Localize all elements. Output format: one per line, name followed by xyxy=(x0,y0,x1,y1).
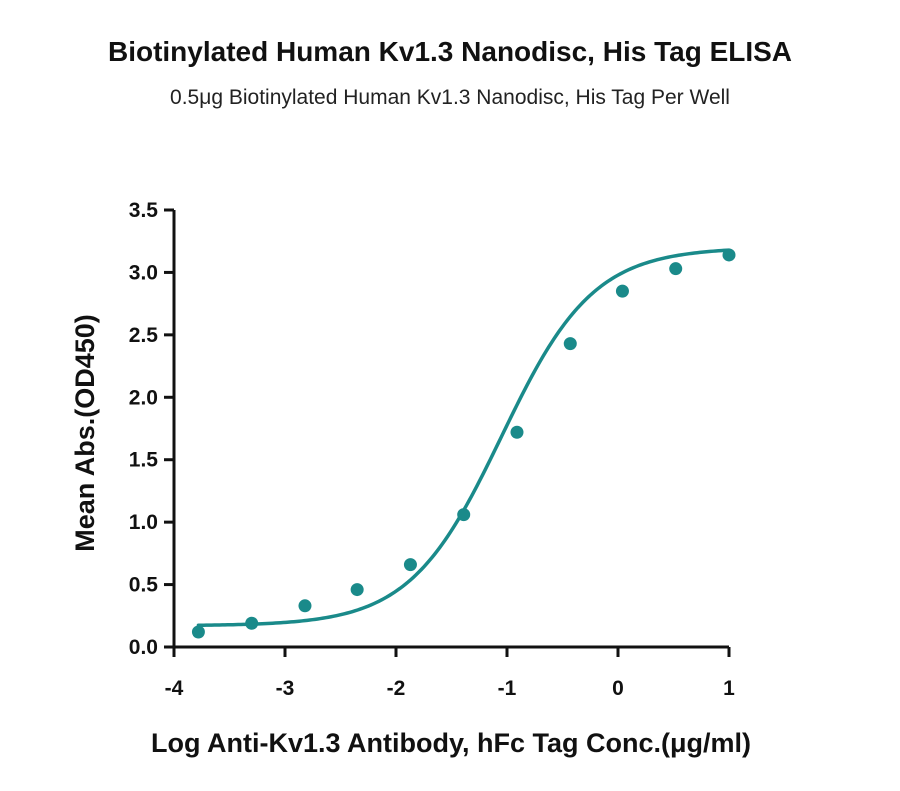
data-point xyxy=(191,625,205,639)
chart-subtitle: 0.5μg Biotinylated Human Kv1.3 Nanodisc,… xyxy=(170,86,730,109)
x-tick-label: 1 xyxy=(723,677,735,700)
axes xyxy=(172,210,729,649)
fit-curve-layer xyxy=(196,248,731,628)
data-point xyxy=(722,248,736,262)
data-point xyxy=(669,262,683,276)
y-tick-label: 2.5 xyxy=(129,324,159,347)
x-tick-label: -3 xyxy=(276,677,295,700)
data-point xyxy=(457,508,471,522)
data-point xyxy=(615,284,629,298)
y-tick-label: 0.5 xyxy=(129,574,159,597)
data-point xyxy=(245,616,259,630)
chart-title: Biotinylated Human Kv1.3 Nanodisc, His T… xyxy=(107,36,793,67)
y-tick-label: 3.0 xyxy=(129,261,158,284)
data-point xyxy=(510,425,524,439)
x-axis-label: Log Anti-Kv1.3 Antibody, hFc Tag Conc.(μ… xyxy=(151,728,751,758)
y-tick-label: 2.0 xyxy=(129,386,158,409)
x-tick-label: -4 xyxy=(165,677,184,700)
y-tick-label: 1.5 xyxy=(129,449,159,472)
y-tick-label: 1.0 xyxy=(129,511,158,534)
x-tick-label: -2 xyxy=(387,677,406,700)
y-axis-label: Mean Abs.(OD450) xyxy=(70,314,100,552)
y-axis-ticks: 0.0 0.5 1.0 1.5 2.0 2.5 3.0 3.5 xyxy=(129,199,174,659)
x-tick-label: -1 xyxy=(498,677,517,700)
data-point xyxy=(298,599,312,613)
data-point xyxy=(350,583,364,597)
data-points xyxy=(191,248,736,639)
x-tick-label: 0 xyxy=(612,677,624,700)
data-point xyxy=(403,558,417,572)
fit-curve xyxy=(196,248,731,628)
x-axis-ticks: -4 -3 -2 -1 0 1 xyxy=(165,647,735,700)
y-tick-label: 3.5 xyxy=(129,199,159,222)
y-tick-label: 0.0 xyxy=(129,636,158,659)
data-point xyxy=(563,337,577,351)
